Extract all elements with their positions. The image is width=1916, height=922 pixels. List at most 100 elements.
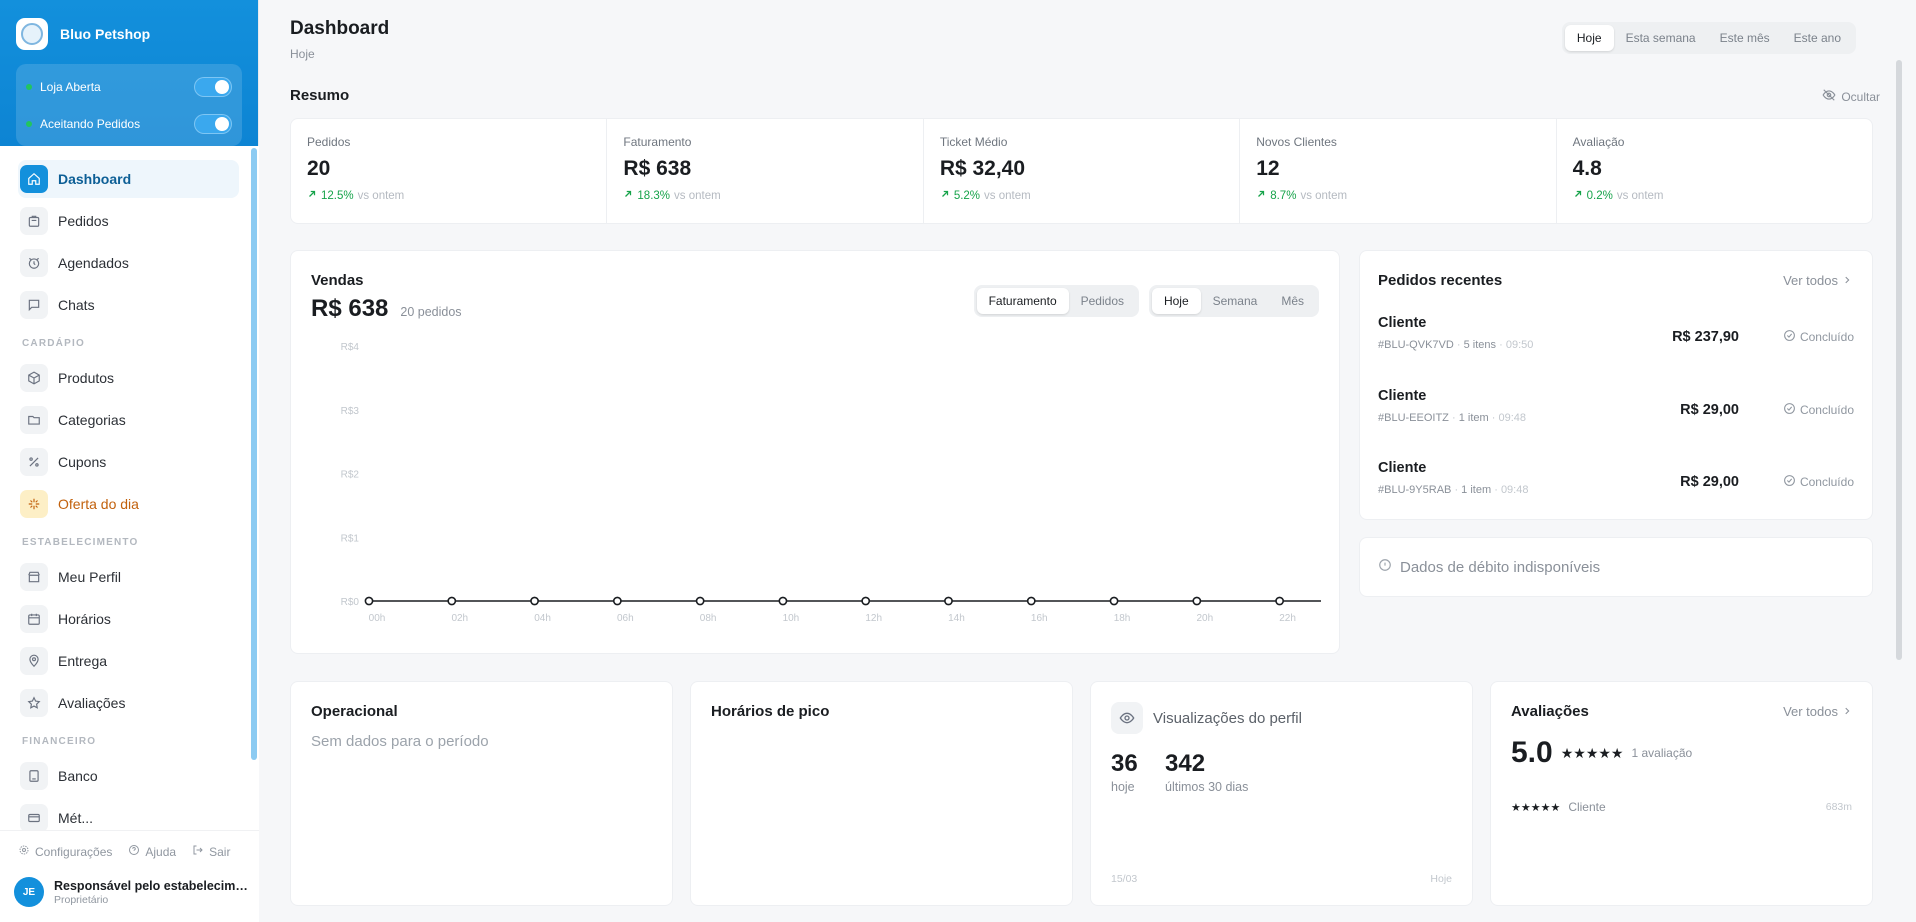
sidebar-item-meu-perfil[interactable]: Meu Perfil [18,558,239,596]
help-link[interactable]: Ajuda [128,844,176,859]
logout-link[interactable]: Sair [192,844,230,859]
views-month-value: 342 [1165,750,1206,777]
accepting-orders-toggle[interactable] [194,113,232,134]
brand-name: Bluo Petshop [60,26,151,42]
period-year[interactable]: Este ano [1793,31,1841,45]
sidebar-item-horarios[interactable]: Horários [18,600,239,638]
sidebar-item-agendados[interactable]: Agendados [18,244,239,282]
brand: Bluo Petshop [16,18,242,50]
views-month-label: últimos 30 dias [1165,780,1249,794]
kpi-value: 4.8 [1572,157,1602,180]
bank-icon [20,762,48,790]
summary-title: Resumo [290,87,350,104]
views-range-start: 15/03 [1111,873,1138,885]
kpi-vs: vs ontem [357,189,405,202]
sales-range-tabs: Hoje Semana Mês [1148,285,1319,317]
sales-data-point [447,596,457,606]
sidebar-item-categorias[interactable]: Categorias [18,401,239,439]
chevron-right-icon [1842,273,1852,288]
kpi-vs: vs ontem [984,189,1031,202]
sales-data-point [1192,596,1202,606]
kpi-value: R$ 638 [623,157,692,180]
period-today[interactable]: Hoje [1564,25,1614,51]
recent-order-row[interactable]: Cliente #BLU-9Y5RAB · 1 item · 09:48 R$ … [1378,460,1854,510]
avatar: JE [14,877,44,907]
page-title: Dashboard [290,18,390,39]
metric-faturamento[interactable]: Faturamento [976,288,1069,314]
sidebar-item-label: Agendados [58,255,129,271]
kpi-delta: 12.5% vs ontem [307,189,590,202]
reviews-score-row: 5.0 ★★★★★ 1 avaliação [1511,736,1692,770]
main-scrollbar-thumb[interactable] [1896,60,1902,660]
settings-link[interactable]: Configurações [18,844,112,859]
order-qty: 5 itens [1463,339,1497,351]
order-time: 09:48 [1498,412,1526,424]
sidebar-item-entrega[interactable]: Entrega [18,642,239,680]
sidebar-item-chats[interactable]: Chats [18,286,239,324]
box-icon [20,364,48,392]
review-author: Cliente [1568,800,1606,814]
sidebar-item-oferta-do-dia[interactable]: Oferta do dia [18,485,239,523]
hide-summary-button[interactable]: Ocultar [1822,88,1880,105]
sidebar-item-dashboard[interactable]: Dashboard [18,160,239,198]
sidebar-item-produtos[interactable]: Produtos [18,359,239,397]
peak-hours-card: Horários de pico [690,681,1073,906]
kpi-ticket-medio: Ticket Médio R$ 32,40 5.2% vs ontem [924,119,1241,223]
user-name: Responsável pelo estabelecimento [54,878,249,893]
sidebar-item-avaliacoes[interactable]: Avaliações [18,684,239,722]
sidebar: Bluo Petshop Loja Aberta Aceitando Pedid… [0,0,259,922]
range-hoje[interactable]: Hoje [1151,288,1201,314]
order-status: Concluído [1783,329,1854,345]
store-open-toggle[interactable] [194,76,232,97]
kpi-value: R$ 32,40 [939,157,1026,180]
sales-data-point [612,596,622,606]
order-meta: #BLU-EEOITZ · 1 item · 09:48 [1378,412,1526,424]
sidebar-item-label: Oferta do dia [58,496,139,512]
brand-logo [16,18,48,50]
debit-data-card: Dados de débito indisponíveis [1359,537,1873,597]
y-tick-label: R$1 [341,533,360,544]
pin-icon [20,647,48,675]
debit-unavailable-text: Dados de débito indisponíveis [1400,558,1601,576]
period-month[interactable]: Este mês [1719,31,1770,45]
sidebar-item-banco[interactable]: Banco [18,757,239,795]
user-profile[interactable]: JE Responsável pelo estabelecimento Prop… [0,859,259,907]
sidebar-item-label: Produtos [58,370,115,386]
review-row[interactable]: ★★★★★ Cliente 683m [1511,800,1852,814]
kpi-label: Faturamento [623,135,692,149]
metric-pedidos[interactable]: Pedidos [1080,294,1124,308]
see-all-reviews-link[interactable]: Ver todos [1783,704,1852,719]
kpi-pct: 18.3% [637,189,671,202]
see-all-label: Ver todos [1783,704,1838,719]
sales-total-row: R$ 638 20 pedidos [311,295,462,323]
footer-links: Configurações Ajuda Sair [0,831,259,859]
order-qty: 1 item [1458,412,1489,424]
arrow-up-right-icon [1256,189,1266,202]
period-week[interactable]: Esta semana [1625,31,1696,45]
sidebar-item-label: Cupons [58,454,107,470]
views-month: 342 últimos 30 dias [1165,750,1248,794]
sidebar-item-metodos[interactable]: Mét... [18,799,239,830]
range-semana[interactable]: Semana [1212,294,1258,308]
recent-order-row[interactable]: Cliente #BLU-EEOITZ · 1 item · 09:48 R$ … [1378,388,1854,438]
store-icon [20,563,48,591]
kpi-delta: 0.2% vs ontem [1573,189,1856,202]
sidebar-item-cupons[interactable]: Cupons [18,443,239,481]
sidebar-item-label: Avaliações [58,695,126,711]
order-meta: #BLU-QVK7VD · 5 itens · 09:50 [1378,339,1534,351]
sales-metric-tabs: Faturamento Pedidos [973,285,1139,317]
operational-card: Operacional Sem dados para o período [290,681,673,906]
recent-order-row[interactable]: Cliente #BLU-QVK7VD · 5 itens · 09:50 R$… [1378,315,1854,365]
recent-orders-card: Pedidos recentes Ver todos Cliente #BLU-… [1359,250,1873,520]
see-all-orders-link[interactable]: Ver todos [1783,273,1852,288]
sidebar-item-pedidos[interactable]: Pedidos [18,202,239,240]
sidebar-scrollbar-thumb[interactable] [251,148,257,760]
nav-section-estabelecimento: ESTABELECIMENTO [22,537,139,548]
sales-chart: R$4 R$3 R$2 R$1 R$0 00h 02h 04h 06h 08h 10h 12h 14h 1… [341,342,1321,624]
order-customer: Cliente [1378,315,1427,331]
y-tick-label: R$3 [341,406,360,417]
range-mes[interactable]: Mês [1281,294,1304,308]
bag-icon [20,207,48,235]
calendar-icon [20,605,48,633]
status-accepting-orders: Aceitando Pedidos [26,105,232,142]
